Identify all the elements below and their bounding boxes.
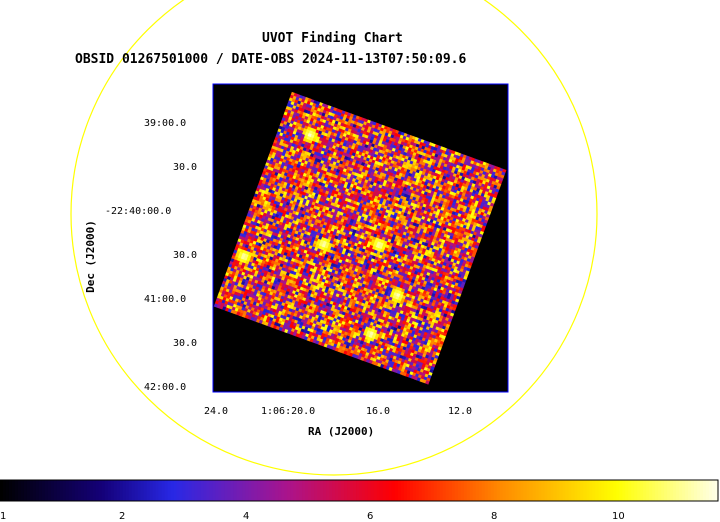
field-of-view-circle	[70, 0, 598, 476]
sky-image	[213, 91, 507, 385]
